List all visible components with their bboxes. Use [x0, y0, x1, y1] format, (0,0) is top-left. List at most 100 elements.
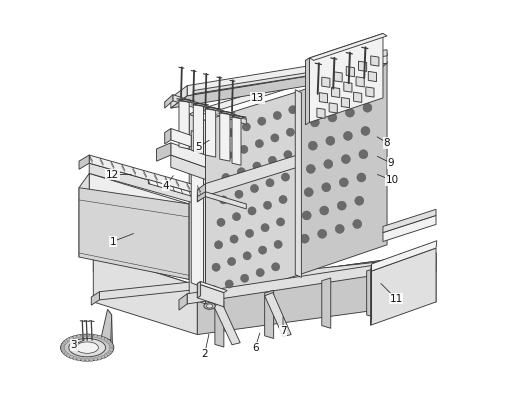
Polygon shape [191, 131, 204, 288]
Polygon shape [148, 180, 198, 198]
Circle shape [97, 335, 101, 339]
Polygon shape [198, 192, 206, 202]
Polygon shape [189, 114, 206, 304]
Circle shape [361, 126, 370, 135]
Circle shape [104, 338, 108, 341]
Polygon shape [198, 282, 227, 293]
Circle shape [320, 206, 329, 215]
Polygon shape [309, 33, 383, 122]
Ellipse shape [206, 304, 213, 308]
Circle shape [222, 173, 230, 182]
Polygon shape [171, 155, 206, 180]
Polygon shape [171, 143, 206, 167]
Circle shape [63, 341, 66, 345]
Text: 6: 6 [252, 343, 259, 353]
Polygon shape [334, 72, 342, 82]
Polygon shape [213, 303, 240, 345]
Circle shape [212, 263, 220, 271]
Text: 4: 4 [163, 181, 169, 191]
Circle shape [255, 140, 264, 148]
Circle shape [363, 103, 372, 112]
Polygon shape [193, 62, 375, 94]
Polygon shape [232, 116, 241, 165]
Polygon shape [173, 95, 246, 124]
Text: 2: 2 [202, 349, 208, 359]
Circle shape [107, 352, 110, 356]
Circle shape [108, 341, 112, 345]
Polygon shape [265, 293, 291, 337]
Text: 3: 3 [70, 340, 77, 350]
Circle shape [101, 355, 105, 359]
Circle shape [61, 344, 65, 347]
Circle shape [73, 335, 77, 339]
Circle shape [322, 183, 331, 192]
Polygon shape [322, 77, 330, 87]
Polygon shape [371, 56, 379, 66]
Circle shape [258, 117, 266, 125]
Polygon shape [215, 301, 224, 347]
Circle shape [94, 334, 97, 338]
Circle shape [64, 352, 68, 355]
Circle shape [240, 145, 248, 153]
Polygon shape [298, 61, 387, 275]
Polygon shape [171, 86, 187, 108]
Circle shape [289, 106, 297, 114]
Circle shape [282, 173, 289, 181]
Circle shape [77, 357, 81, 361]
Circle shape [228, 257, 235, 266]
Circle shape [94, 357, 97, 361]
Circle shape [90, 358, 93, 361]
Polygon shape [206, 192, 246, 209]
Circle shape [246, 229, 253, 237]
Circle shape [279, 195, 287, 204]
Circle shape [101, 337, 105, 340]
Polygon shape [317, 108, 325, 118]
Ellipse shape [69, 339, 106, 357]
Polygon shape [232, 115, 244, 118]
Circle shape [107, 339, 110, 344]
Circle shape [70, 337, 73, 340]
Circle shape [210, 286, 218, 294]
Circle shape [61, 346, 65, 349]
Polygon shape [356, 77, 364, 87]
Circle shape [73, 356, 77, 360]
Polygon shape [102, 309, 112, 340]
Polygon shape [220, 111, 233, 114]
Circle shape [268, 156, 277, 164]
Ellipse shape [76, 342, 98, 353]
Circle shape [341, 155, 350, 164]
Circle shape [355, 196, 364, 205]
Polygon shape [206, 108, 215, 157]
Polygon shape [329, 103, 337, 113]
Polygon shape [220, 112, 230, 161]
Circle shape [227, 129, 235, 137]
Circle shape [230, 235, 238, 243]
Text: 8: 8 [384, 138, 390, 148]
Circle shape [90, 334, 93, 337]
Circle shape [302, 211, 311, 220]
Circle shape [335, 224, 344, 233]
Circle shape [318, 229, 327, 238]
Circle shape [67, 338, 70, 341]
Circle shape [232, 213, 241, 221]
Text: 7: 7 [280, 326, 286, 336]
Circle shape [271, 134, 279, 142]
Circle shape [330, 90, 339, 99]
Polygon shape [171, 63, 387, 108]
Circle shape [261, 224, 269, 232]
Polygon shape [265, 290, 273, 339]
Circle shape [214, 241, 223, 249]
Polygon shape [100, 261, 387, 300]
Circle shape [85, 334, 89, 337]
Circle shape [225, 280, 233, 288]
Text: 11: 11 [389, 294, 403, 304]
Polygon shape [198, 284, 224, 307]
Polygon shape [189, 204, 198, 284]
Polygon shape [359, 61, 367, 71]
Text: 1: 1 [110, 237, 116, 246]
Polygon shape [165, 95, 173, 108]
Polygon shape [179, 99, 192, 102]
Polygon shape [189, 110, 213, 120]
Polygon shape [367, 268, 376, 318]
Ellipse shape [61, 335, 114, 361]
